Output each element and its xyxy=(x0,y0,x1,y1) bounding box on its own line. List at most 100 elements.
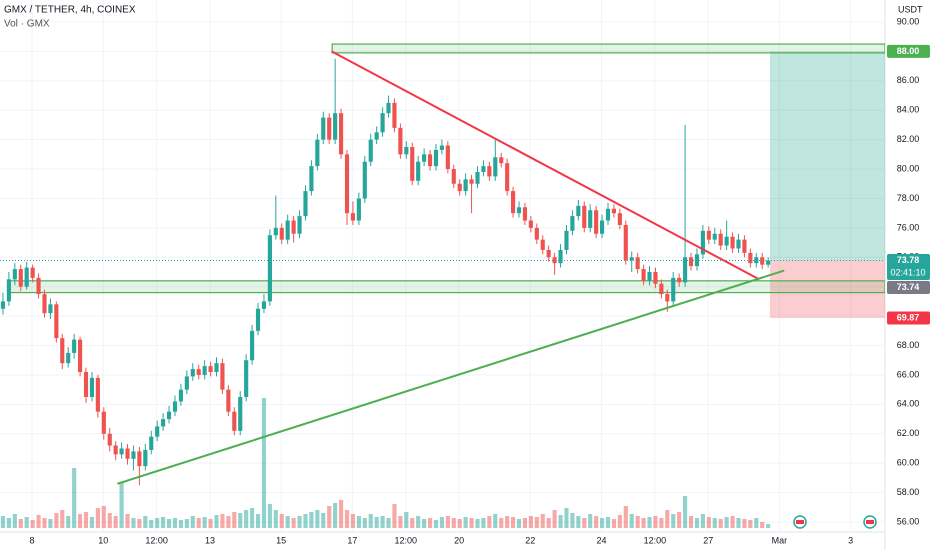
candle-body xyxy=(635,257,640,270)
volume-bar xyxy=(285,516,290,528)
candle-body xyxy=(392,102,397,128)
x-tick-label: 15 xyxy=(276,535,286,545)
axis-unit: USDT xyxy=(898,4,923,14)
candle-body xyxy=(540,239,545,250)
candle-body xyxy=(766,260,771,265)
volume-bar xyxy=(487,516,492,528)
candle-body xyxy=(445,145,450,170)
y-tick-label: 56.00 xyxy=(897,516,920,526)
event-icon[interactable] xyxy=(863,515,877,529)
target-zone xyxy=(769,51,885,261)
volume-bar xyxy=(671,514,676,528)
candle-body xyxy=(451,169,456,184)
candle-body xyxy=(653,272,658,284)
y-tick-label: 84.00 xyxy=(897,105,920,115)
volume-bar xyxy=(712,518,717,528)
volume-bar xyxy=(208,519,213,528)
candle-body xyxy=(72,339,77,353)
zone xyxy=(7,280,885,294)
volume-bar xyxy=(95,508,100,528)
volume-bar xyxy=(303,514,308,528)
volume-bar xyxy=(404,512,409,528)
volume-bar xyxy=(250,508,255,528)
volume-bar xyxy=(635,516,640,528)
price-label: 88.00 xyxy=(897,46,920,56)
volume-bar xyxy=(653,516,658,528)
candle-body xyxy=(493,157,498,177)
candle-body xyxy=(475,172,480,184)
candle-body xyxy=(629,257,634,261)
y-tick-label: 62.00 xyxy=(897,428,920,438)
volume-bar xyxy=(540,514,545,528)
volume-bar xyxy=(178,520,183,528)
candle-body xyxy=(677,277,682,283)
volume-bar xyxy=(445,516,450,528)
volume-bar xyxy=(588,514,593,528)
volume-bar xyxy=(321,513,326,528)
volume-bar xyxy=(564,508,569,528)
candle-body xyxy=(273,227,278,236)
candle-body xyxy=(427,154,433,167)
volume-bar xyxy=(683,496,688,528)
candle-body xyxy=(327,117,332,140)
candle-body xyxy=(356,198,361,221)
y-tick-label: 80.00 xyxy=(897,163,920,173)
candle-body xyxy=(416,161,421,181)
candle-body xyxy=(487,166,492,177)
candle-body xyxy=(267,235,272,302)
candle-body xyxy=(599,220,605,234)
volume-bar xyxy=(232,512,237,528)
volume-bar xyxy=(748,520,753,528)
candle-body xyxy=(522,207,528,221)
volume-bar xyxy=(511,517,516,528)
volume-bar xyxy=(665,510,670,528)
candle-body xyxy=(321,117,326,140)
y-tick-label: 76.00 xyxy=(897,222,920,232)
y-tick-label: 68.00 xyxy=(897,340,920,350)
candle-body xyxy=(439,145,444,150)
volume-bar xyxy=(629,514,634,528)
volume-bar xyxy=(291,518,296,528)
candle-body xyxy=(208,366,213,372)
volume-bar xyxy=(356,516,361,528)
candle-body xyxy=(255,308,261,331)
volume-bar xyxy=(528,516,533,528)
volume-bar xyxy=(706,517,711,528)
countdown-label: 02:41:10 xyxy=(890,267,925,277)
volume-bar xyxy=(534,517,539,528)
candle-body xyxy=(131,451,136,459)
x-tick-label: 12:00 xyxy=(145,535,168,545)
candle-body xyxy=(611,208,617,214)
x-tick-label: 10 xyxy=(98,535,108,545)
volume-bar xyxy=(558,515,563,528)
x-tick-label: 20 xyxy=(454,535,464,545)
volume-bar xyxy=(368,514,373,528)
volume-bar xyxy=(433,520,439,528)
candle-body xyxy=(101,411,106,434)
candle-body xyxy=(433,149,439,167)
volume-bar xyxy=(754,518,759,528)
volume-bar xyxy=(516,519,522,528)
candle-body xyxy=(95,377,100,412)
event-icon[interactable] xyxy=(793,515,807,529)
candle-body xyxy=(285,220,290,240)
candle-body xyxy=(374,132,379,140)
volume-bar xyxy=(48,519,53,528)
volume-bar xyxy=(594,516,599,528)
candle-body xyxy=(516,207,522,214)
stop-zone xyxy=(769,260,885,319)
price-label: 73.74 xyxy=(897,282,920,292)
candle-body xyxy=(558,249,563,264)
candle-body xyxy=(641,269,646,281)
candle-body xyxy=(718,233,723,246)
candle-body xyxy=(665,294,670,302)
volume-bar xyxy=(36,515,41,528)
candle-body xyxy=(149,436,154,450)
price-label-box xyxy=(887,44,930,58)
x-tick-label: 3 xyxy=(848,535,853,545)
volume-bar xyxy=(137,519,142,528)
volume-bar xyxy=(273,510,278,528)
candle-body xyxy=(291,220,296,234)
candle-body xyxy=(107,433,112,446)
candle-body xyxy=(570,216,575,231)
